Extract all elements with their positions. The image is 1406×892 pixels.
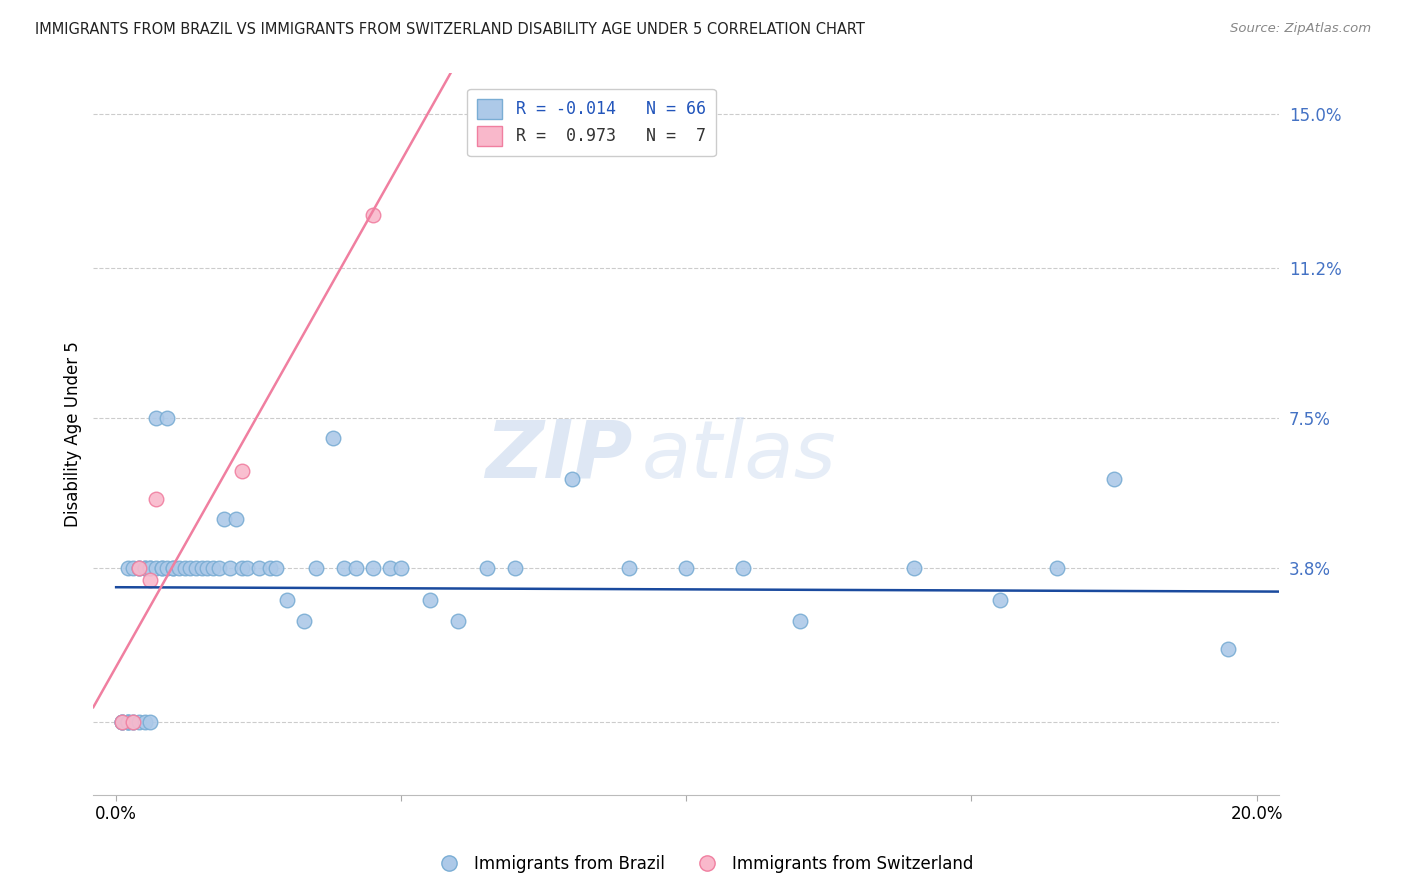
Point [122,714,145,729]
Text: IMMIGRANTS FROM BRAZIL VS IMMIGRANTS FROM SWITZERLAND DISABILITY AGE UNDER 5 COR: IMMIGRANTS FROM BRAZIL VS IMMIGRANTS FRO… [35,22,865,37]
Point [259,561,281,575]
Point [361,208,384,222]
Point [503,561,526,575]
Point [156,561,179,575]
Point [134,714,156,729]
Point [225,512,247,526]
Point [322,431,344,445]
Point [344,561,367,575]
Point [128,561,150,575]
Point [292,614,315,628]
Legend: Immigrants from Brazil, Immigrants from Switzerland: Immigrants from Brazil, Immigrants from … [426,848,980,880]
Point [139,561,162,575]
Point [167,561,190,575]
Point [202,561,225,575]
Point [378,561,401,575]
Point [1046,561,1069,575]
Point [122,714,145,729]
Point [1216,642,1239,657]
Point [305,561,328,575]
Point [333,561,356,575]
Point [111,714,134,729]
Point [111,714,134,729]
Point [111,714,134,729]
Point [128,561,150,575]
Point [231,464,253,478]
Point [145,561,167,575]
Point [162,561,184,575]
Point [139,561,162,575]
Text: Source: ZipAtlas.com: Source: ZipAtlas.com [1230,22,1371,36]
Point [214,512,236,526]
Point [236,561,259,575]
Point [117,561,139,575]
Point [733,561,755,575]
Point [150,561,173,575]
Point [247,561,270,575]
Point [988,593,1011,607]
Point [117,714,139,729]
Text: ZIP: ZIP [485,417,633,495]
Point [231,561,253,575]
Point [361,561,384,575]
Point [128,714,150,729]
Point [389,561,412,575]
Point [150,561,173,575]
Point [475,561,498,575]
Point [122,561,145,575]
Point [145,491,167,506]
Point [219,561,242,575]
Point [447,614,470,628]
Point [789,614,811,628]
Point [134,561,156,575]
Point [195,561,218,575]
Point [134,561,156,575]
Point [184,561,207,575]
Point [117,714,139,729]
Point [179,561,201,575]
Point [419,593,441,607]
Point [173,561,195,575]
Point [276,593,298,607]
Point [619,561,641,575]
Point [145,410,167,425]
Y-axis label: Disability Age Under 5: Disability Age Under 5 [65,341,82,527]
Point [561,472,583,486]
Point [903,561,925,575]
Text: atlas: atlas [641,417,837,495]
Point [190,561,212,575]
Point [122,714,145,729]
Point [128,561,150,575]
Point [675,561,697,575]
Point [111,714,134,729]
Point [117,714,139,729]
Point [156,410,179,425]
Point [139,714,162,729]
Point [264,561,287,575]
Point [139,573,162,587]
Point [208,561,231,575]
Point [162,561,184,575]
Point [1102,472,1125,486]
Legend: R = -0.014   N = 66, R =  0.973   N =  7: R = -0.014 N = 66, R = 0.973 N = 7 [467,88,716,156]
